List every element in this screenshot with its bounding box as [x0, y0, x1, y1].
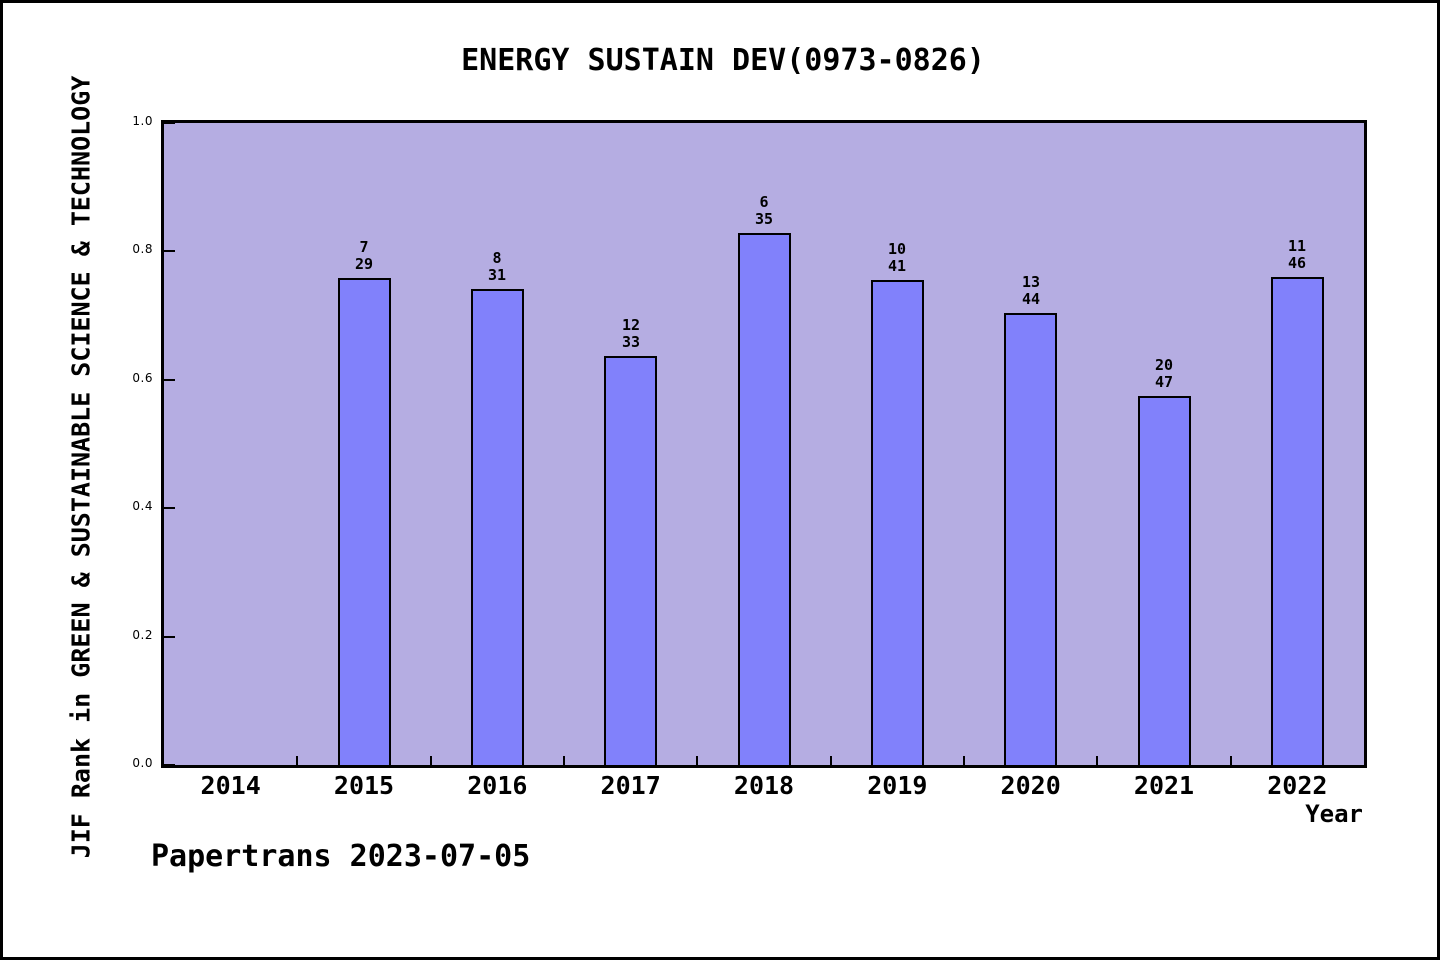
x-tick-label: 2021	[1133, 771, 1195, 800]
y-tick-label: 0.6	[132, 370, 153, 385]
bar	[604, 356, 657, 765]
x-tick-label: 2017	[600, 771, 661, 800]
bar	[1271, 277, 1324, 765]
x-axis-minor-tick	[1229, 756, 1232, 765]
y-tick-label: 1.0	[132, 114, 153, 128]
bar-value-label: 6 35	[754, 193, 774, 228]
y-axis-title: JIF Rank in GREEN & SUSTAINABLE SCIENCE …	[66, 75, 96, 859]
y-tick-label: 0.4	[132, 499, 153, 514]
y-tick-label: 0.0	[132, 756, 153, 770]
y-axis-tick	[164, 122, 175, 124]
bar-value-label: 20 47	[1154, 356, 1174, 391]
x-tick-label: 2016	[467, 771, 528, 800]
bar-value-label: 13 44	[1021, 273, 1041, 308]
x-axis-minor-tick	[696, 756, 699, 765]
bar-value-label: 7 29	[354, 238, 374, 273]
y-tick-label: 0.2	[132, 627, 153, 642]
y-axis-tick	[164, 635, 175, 638]
chart-title: ENERGY SUSTAIN DEV(0973-0826)	[461, 43, 985, 78]
x-axis-minor-tick	[563, 756, 565, 765]
bar-value-label: 8 31	[487, 249, 507, 284]
x-tick-label: 2018	[733, 771, 795, 800]
bar-value-label: 11 46	[1287, 237, 1307, 272]
x-tick-label: 2015	[333, 771, 395, 800]
x-axis-minor-tick	[296, 756, 299, 765]
x-axis-minor-tick	[829, 756, 832, 765]
bar	[1004, 313, 1057, 765]
bar-value-label: 12 33	[621, 316, 641, 351]
footer-watermark: Papertrans 2023-07-05	[151, 839, 531, 874]
x-axis-minor-tick	[429, 756, 432, 765]
y-axis-tick	[164, 378, 175, 381]
bar	[471, 289, 524, 765]
y-axis-tick	[164, 764, 175, 766]
x-tick-label: 2014	[200, 771, 261, 800]
y-tick-label: 0.8	[132, 242, 153, 257]
bar	[871, 280, 924, 765]
bar-value-label: 10 41	[887, 240, 907, 275]
plot-area: 7 29 8 31 12 33 6 35 10 41 13 44 20 47 11 46	[161, 120, 1367, 768]
y-axis-tick	[164, 507, 175, 510]
bar	[1138, 396, 1191, 765]
y-axis-tick	[164, 250, 175, 253]
x-axis-title: Year	[1305, 800, 1363, 828]
x-axis-minor-tick	[1096, 756, 1099, 765]
bar	[738, 233, 791, 765]
x-axis-minor-tick	[963, 756, 965, 765]
x-tick-label: 2022	[1267, 771, 1328, 800]
bar	[338, 278, 391, 765]
x-tick-label: 2020	[1000, 771, 1061, 800]
x-tick-label: 2019	[867, 771, 928, 800]
